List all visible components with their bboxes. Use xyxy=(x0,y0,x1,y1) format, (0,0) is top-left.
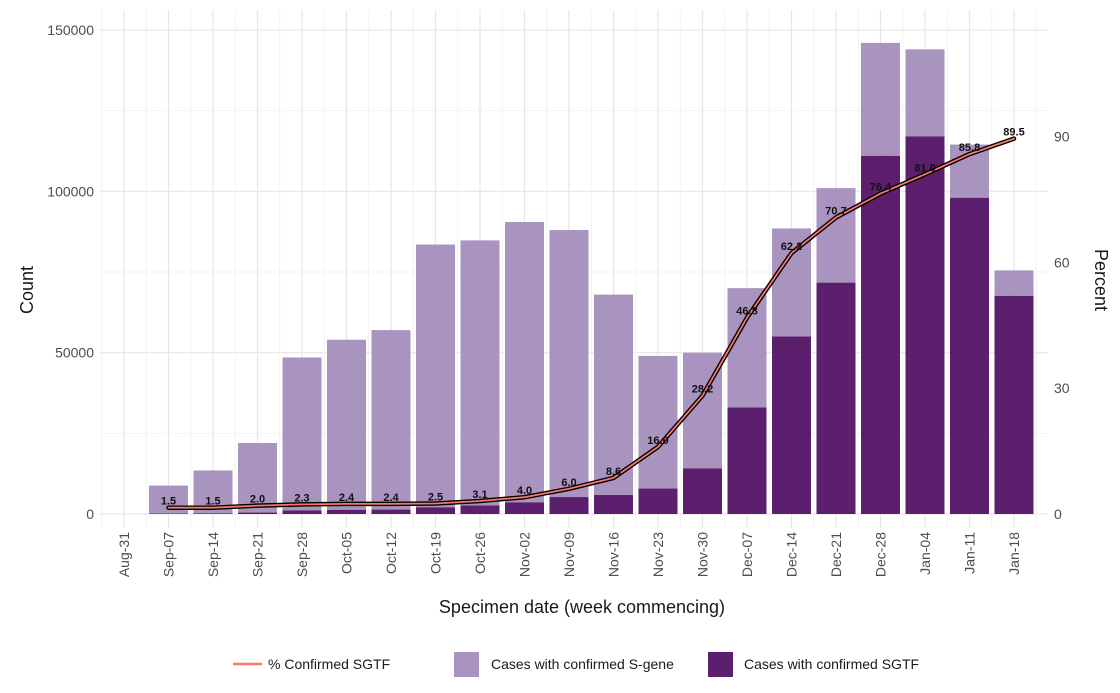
percent-label-Oct-05: 2.4 xyxy=(339,492,355,504)
x-tick-label: Dec-28 xyxy=(873,532,889,577)
x-tick-label: Aug-31 xyxy=(116,532,132,577)
x-axis-title: Specimen date (week commencing) xyxy=(439,597,725,617)
bar-sgtf-Nov-30 xyxy=(683,468,722,514)
percent-label-Jan-11: 85.8 xyxy=(959,142,980,154)
y2-tick-label: 30 xyxy=(1054,380,1070,396)
bar-sgtf-Sep-28 xyxy=(282,510,322,514)
x-tick-label: Oct-26 xyxy=(472,532,488,574)
y-tick-label: 100000 xyxy=(47,183,94,199)
bar-sgtf-Oct-05 xyxy=(327,509,366,514)
percent-line-path xyxy=(167,137,1015,509)
x-tick-label: Nov-09 xyxy=(561,532,577,577)
x-tick-label: Nov-23 xyxy=(650,532,666,577)
percent-label-Oct-19: 2.5 xyxy=(428,492,443,504)
percent-label-Sep-07: 1.5 xyxy=(161,496,176,508)
bar-s-gene-Dec-21 xyxy=(816,188,856,283)
x-tick-label: Jan-04 xyxy=(917,532,933,575)
x-tick-label: Oct-19 xyxy=(428,532,444,574)
legend-swatch-s-gene xyxy=(454,652,479,677)
bar-s-gene-Nov-16 xyxy=(594,294,633,496)
percent-label-Sep-28: 2.3 xyxy=(294,492,309,504)
percent-label-Dec-07: 46.8 xyxy=(736,306,757,318)
percent-line xyxy=(166,136,1017,510)
x-tick-label: Dec-21 xyxy=(828,532,844,577)
x-tick-label: Oct-12 xyxy=(383,532,399,574)
percent-label-Jan-04: 81.0 xyxy=(914,162,935,174)
y2-tick-label: 60 xyxy=(1054,254,1070,270)
bar-sgtf-Oct-19 xyxy=(416,507,455,514)
bar-sgtf-Jan-11 xyxy=(950,197,989,514)
percent-label-Dec-28: 76.4 xyxy=(870,182,892,194)
bar-sgtf-Dec-14 xyxy=(772,336,811,514)
percent-label-Oct-26: 3.1 xyxy=(472,489,487,501)
x-tick-label: Nov-16 xyxy=(606,532,622,577)
bar-sgtf-Dec-21 xyxy=(816,282,856,514)
legend-swatch-sgtf xyxy=(708,652,733,677)
x-tick-label: Sep-07 xyxy=(161,532,177,577)
bar-s-gene-Nov-23 xyxy=(638,355,678,489)
x-tick-label: Sep-21 xyxy=(250,532,266,577)
percent-label-Sep-21: 2.0 xyxy=(250,494,265,506)
bar-sgtf-Dec-28 xyxy=(861,155,900,514)
bar-sgtf-Oct-12 xyxy=(371,509,411,514)
bar-s-gene-Sep-28 xyxy=(282,357,322,511)
percent-label-Nov-16: 8.6 xyxy=(606,466,621,478)
x-tick-label: Nov-02 xyxy=(517,532,533,577)
bar-s-gene-Dec-14 xyxy=(772,228,811,337)
bar-s-gene-Oct-26 xyxy=(460,240,500,506)
bar-sgtf-Nov-16 xyxy=(594,495,633,514)
y-tick-label: 150000 xyxy=(47,22,94,38)
bar-s-gene-Nov-02 xyxy=(505,221,544,503)
bar-sgtf-Nov-23 xyxy=(638,488,678,514)
x-tick-label: Dec-07 xyxy=(739,532,755,577)
bar-s-gene-Oct-12 xyxy=(371,330,411,510)
x-tick-label: Jan-11 xyxy=(962,532,978,574)
bar-sgtf-Dec-07 xyxy=(727,407,767,514)
y2-tick-label: 90 xyxy=(1054,129,1070,145)
bar-s-gene-Dec-28 xyxy=(861,42,900,156)
bar-sgtf-Nov-09 xyxy=(549,497,589,514)
legend-label-s-gene: Cases with confirmed S-gene xyxy=(491,656,674,672)
x-tick-label: Oct-05 xyxy=(339,532,355,574)
y-axis-title: Count xyxy=(17,266,37,314)
percent-label-Oct-12: 2.4 xyxy=(383,492,399,504)
percent-label-Jan-18: 89.5 xyxy=(1003,127,1024,139)
x-tick-label: Jan-18 xyxy=(1006,532,1022,575)
x-tick-label: Dec-14 xyxy=(784,532,800,577)
percent-label-Nov-02: 4.0 xyxy=(517,485,532,497)
bar-sgtf-Sep-21 xyxy=(238,512,277,514)
bar-s-gene-Dec-07 xyxy=(727,288,767,408)
percent-label-Nov-30: 28.2 xyxy=(692,384,713,396)
y2-axis-title: Percent xyxy=(1091,249,1111,311)
axes: 0 50000 100000 150000 0 30 60 90 Aug-31 Sep-07 Sep… xyxy=(47,22,1070,577)
y-tick-label: 50000 xyxy=(55,345,94,361)
percent-label-Sep-14: 1.5 xyxy=(205,496,220,508)
bar-s-gene-Oct-05 xyxy=(327,339,366,510)
bar-s-gene-Oct-19 xyxy=(416,244,455,508)
percent-label-Nov-09: 6.0 xyxy=(561,477,576,489)
percent-label-Nov-23: 16.0 xyxy=(647,435,668,447)
bar-s-gene-Sep-21 xyxy=(238,443,277,513)
percent-label-Dec-21: 70.7 xyxy=(825,205,846,217)
bar-sgtf-Oct-26 xyxy=(460,505,500,514)
bar-sgtf-Jan-04 xyxy=(905,136,945,515)
bar-s-gene-Jan-18 xyxy=(994,270,1034,296)
legend-label-sgtf: Cases with confirmed SGTF xyxy=(744,656,919,672)
x-tick-label: Sep-28 xyxy=(294,532,310,577)
y-tick-label: 0 xyxy=(86,506,94,522)
x-tick-label: Sep-14 xyxy=(205,532,221,577)
bar-s-gene-Nov-09 xyxy=(549,230,589,498)
percent-label-Dec-14: 62.2 xyxy=(781,241,802,253)
bar-sgtf-Sep-14 xyxy=(193,513,233,514)
bar-s-gene-Jan-04 xyxy=(905,49,945,137)
legend: % Confirmed SGTF Cases with confirmed S-… xyxy=(233,652,919,677)
y2-tick-label: 0 xyxy=(1054,506,1062,522)
x-tick-label: Nov-30 xyxy=(695,532,711,577)
percent-labels: 1.5 1.5 2.0 2.3 2.4 2.4 2.5 3.1 4.0 6.0 8.6 16.0 28.… xyxy=(161,127,1025,508)
bar-sgtf-Nov-02 xyxy=(505,502,544,514)
bar-sgtf-Jan-18 xyxy=(994,295,1034,514)
bars xyxy=(149,42,1034,515)
legend-label-percent: % Confirmed SGTF xyxy=(268,656,390,672)
